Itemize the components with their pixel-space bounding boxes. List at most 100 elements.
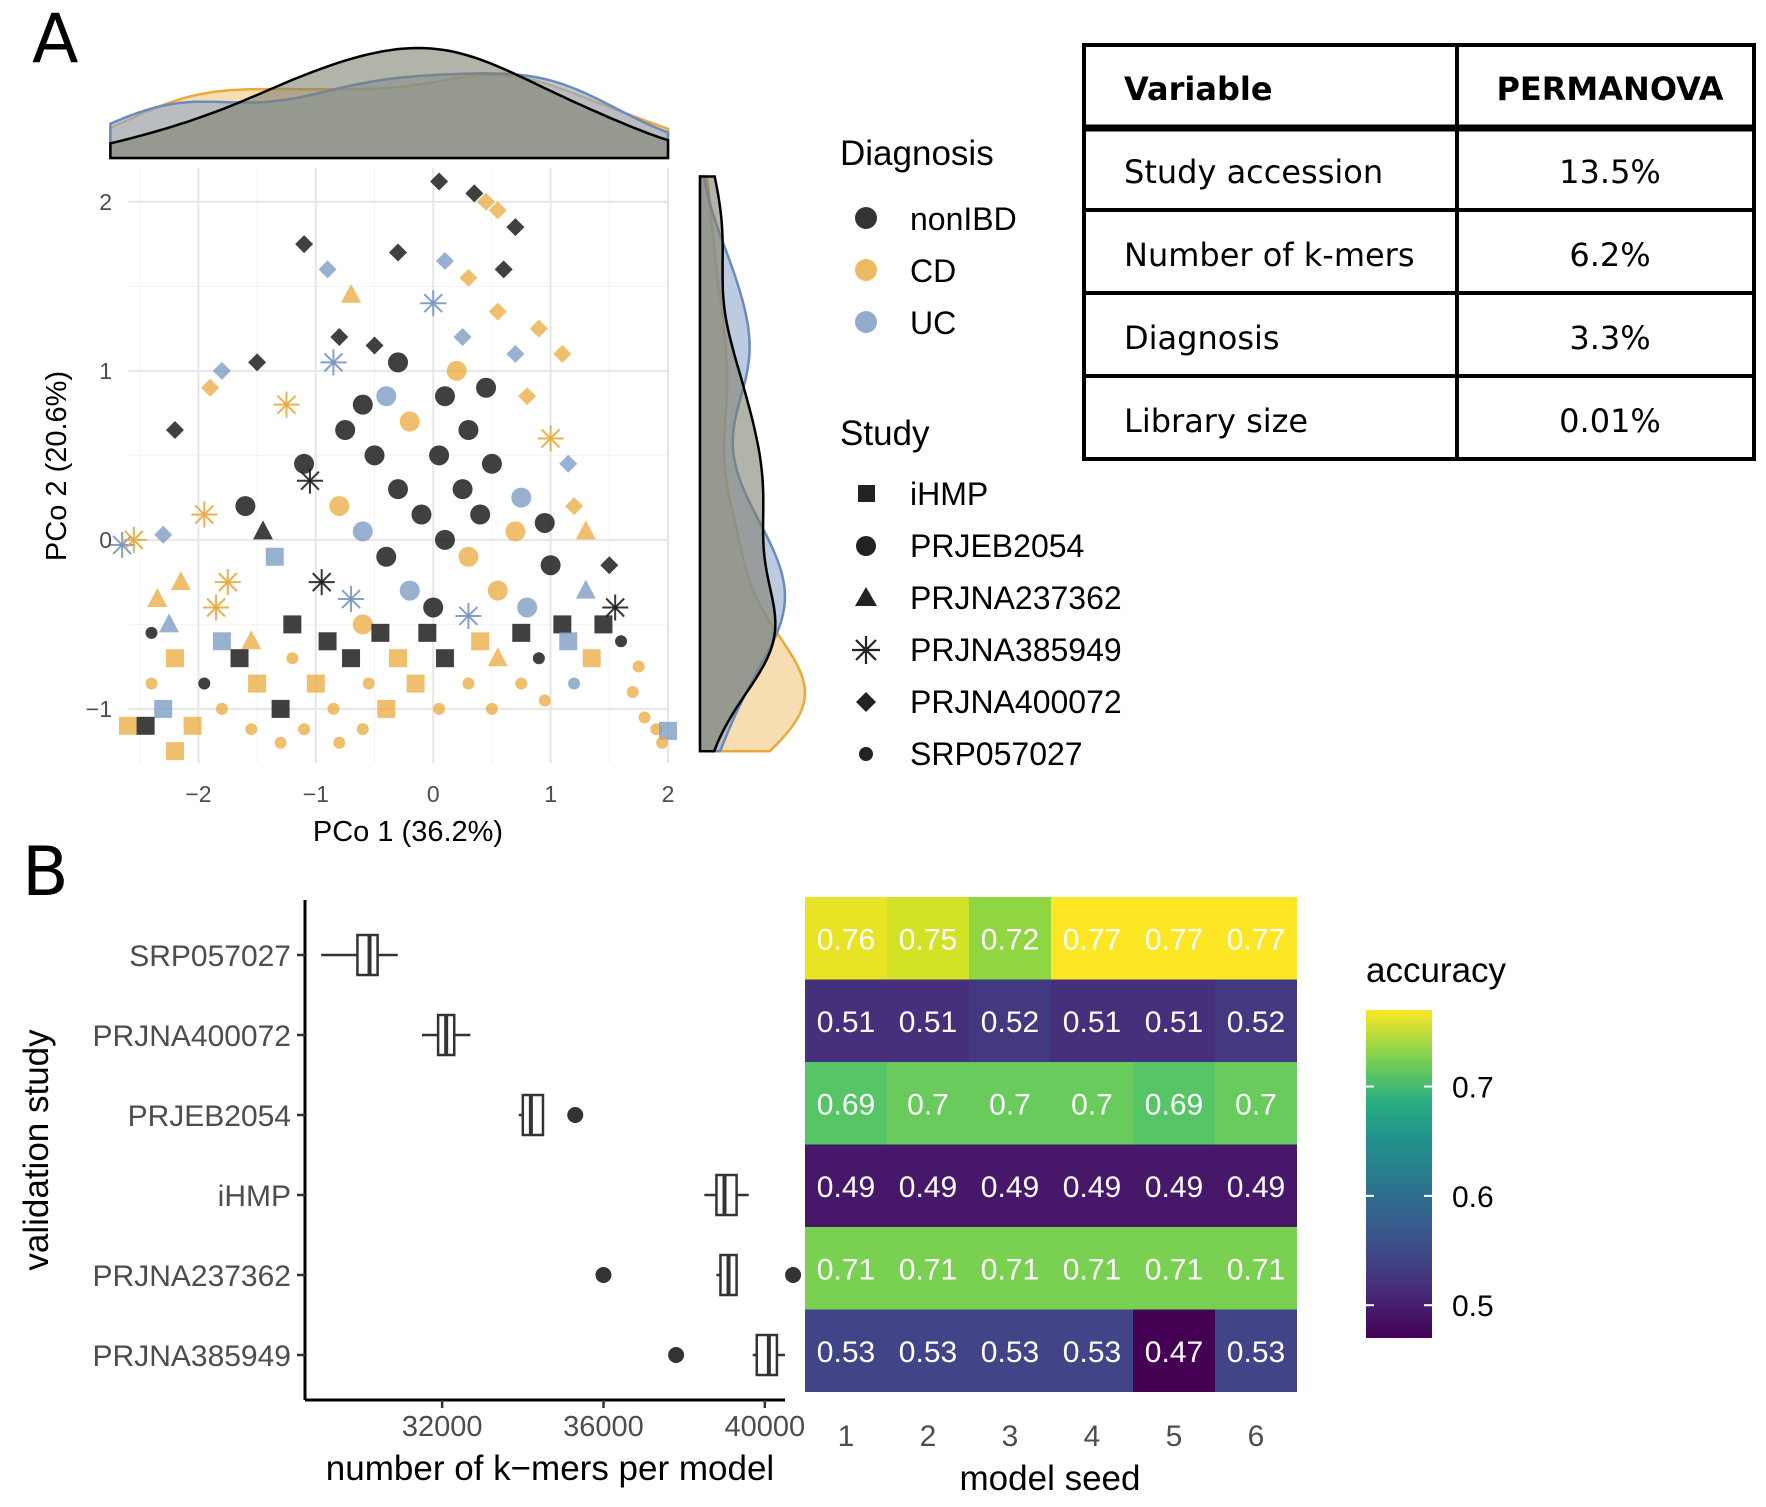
scatter-point [235,496,256,517]
heatmap-cell [1133,979,1215,1062]
heatmap-cell-label: 0.71 [1227,1253,1285,1286]
scatter-point [411,504,432,525]
scatter-point [145,626,158,639]
legend-label-srp057027: SRP057027 [910,736,1083,772]
scatter-point [559,632,578,651]
scatter-point [295,235,314,254]
scatter-point [515,677,528,690]
heatmap-cell [1051,1227,1133,1310]
scatter-point [376,386,397,407]
scatter-point [512,623,531,642]
table-cell-variable: Library size [1124,402,1308,440]
scatter-point [430,172,449,191]
heatmap-cell-label: 0.7 [989,1088,1031,1121]
scatter-point [471,632,490,651]
pcoa-scatter-panel: −2 −1 0 1 2 −1 0 1 2 PCo 1 (36.2%) PCo 2 (20.6%) [41,46,807,848]
scatter-point [434,386,455,407]
scatter-point [308,569,335,596]
heatmap-cell [805,1227,887,1310]
heatmap-cell-label: 0.51 [899,1006,957,1039]
heatmap-cell [1215,979,1297,1062]
heatmap-cell [969,1227,1051,1310]
scatter-x-axis-title: PCo 1 (36.2%) [313,816,503,848]
scatter-point [559,454,578,473]
scatter-point [465,184,484,203]
scatter-point [582,649,601,668]
heatmap-cell-label: 0.53 [1227,1336,1285,1369]
scatter-point [364,445,385,466]
scatter-point [214,569,241,596]
scatter-x-tick-label: 0 [427,781,440,807]
heatmap-cell-label: 0.71 [817,1253,875,1286]
boxplot-y-axis-title: validation study [17,1029,56,1271]
panel-letter-a: A [32,0,79,79]
heatmap-cell [1051,1062,1133,1145]
scatter-point [165,649,184,668]
legend-label-ihmp: iHMP [910,476,988,512]
heatmap-cell-label: 0.7 [1235,1088,1277,1121]
heatmap-cell-label: 0.52 [981,1006,1039,1039]
boxplot-box [356,933,379,977]
boxplot-marks [321,933,802,1377]
scatter-point [389,243,407,262]
heatmap-x-tick-label: 4 [1084,1420,1101,1453]
scatter-point [434,529,455,550]
table-cell-variable: Study accession [1124,153,1383,191]
scatter-point [540,555,561,576]
scatter-point [147,588,168,608]
scatter-point [342,649,361,668]
boxplot-x-tick-label: 36000 [563,1411,644,1443]
scatter-point [136,716,155,735]
scatter-gridlines [128,168,669,763]
scatter-point [476,377,497,398]
heatmap-cells: 0.76 0.75 0.72 0.77 0.77 0.77 0.51 0.51 0.52 0.51… [805,897,1297,1392]
scatter-point [154,699,173,718]
scatter-point [165,742,184,761]
panel-letter-b: B [22,833,69,912]
heatmap-cell [1051,897,1133,980]
scatter-point [318,632,337,651]
accuracy-heatmap-panel: 0.76 0.75 0.72 0.77 0.77 0.770.51 0.51 0.52 0.51… [805,897,1507,1498]
scatter-point [568,677,581,690]
boxplot-outlier [595,1267,612,1283]
study-legend-title: Study [840,414,930,453]
scatter-point [230,649,249,668]
scatter-point [602,594,629,621]
heatmap-cell [1215,897,1297,980]
scatter-point [352,394,373,415]
scatter-point [656,736,669,749]
scatter-point [109,531,136,558]
heatmap-cell-label: 0.49 [817,1171,875,1204]
scatter-point [511,487,532,508]
scatter-point [529,319,548,338]
heatmap-cell-label: 0.69 [817,1088,875,1121]
scatter-point [320,349,347,376]
scatter-point [446,360,467,381]
table-cell-variable: Number of k-mers [1124,236,1415,274]
heatmap-cell [969,1062,1051,1145]
colorbar-ticks: 0.7 0.6 0.5 [1366,1072,1494,1323]
kmer-boxplot-panel: SRP057027 PRJNA400072 PRJEB2054 iHMP PRJNA23… [17,900,805,1488]
boxplot-category-label: PRJNA385949 [93,1340,291,1373]
scatter-point [388,352,408,373]
scatter-point [329,496,350,517]
scatter-y-tick-label: 0 [99,527,112,553]
scatter-point [638,711,651,724]
scatter-y-tick-label: 1 [99,358,112,384]
legend-label-nonibd: nonIBD [910,201,1017,237]
scatter-point [245,723,258,736]
scatter-point [485,702,498,715]
colorbar-tick-label: 0.5 [1452,1290,1494,1323]
scatter-point [338,586,365,613]
heatmap-cell [887,1062,969,1145]
heatmap-cell-label: 0.7 [1071,1088,1113,1121]
heatmap-x-axis-title: model seed [960,1459,1141,1498]
scatter-point [481,453,502,474]
boxplot-category-label: PRJNA400072 [93,1020,291,1053]
heatmap-cell [1133,1309,1215,1392]
scatter-point [318,260,337,279]
colorbar-tick-label: 0.7 [1452,1072,1494,1105]
heatmap-cell [1133,1062,1215,1145]
boxplot-x-tick-label: 40000 [725,1411,806,1443]
boxplot-category-label: iHMP [218,1180,291,1213]
